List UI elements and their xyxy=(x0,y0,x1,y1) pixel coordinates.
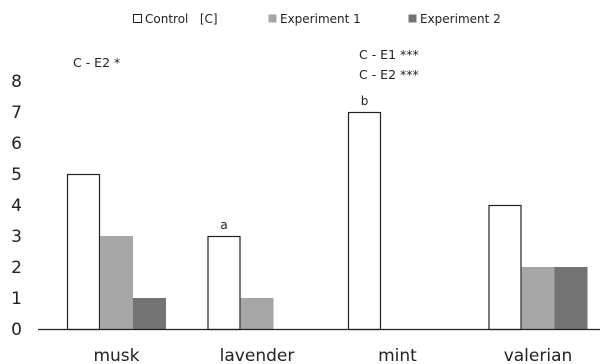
bar-labels: ab xyxy=(220,94,368,232)
category-label: valerian xyxy=(504,346,573,364)
bar-lavender-control-c xyxy=(207,235,241,331)
bar-letter-label: b xyxy=(361,94,369,108)
significance-annotation: C - E2 * xyxy=(73,55,120,70)
y-tick-label: 6 xyxy=(11,134,22,154)
bar-musk-control-c xyxy=(66,173,101,331)
legend-swatch xyxy=(133,14,142,23)
y-tick-label: 4 xyxy=(11,196,22,216)
bar-lavender-experiment-1 xyxy=(240,298,274,329)
legend: Control [C] Experiment 1 Experiment 2 xyxy=(133,12,501,26)
category-label: mint xyxy=(378,346,417,364)
bar-mint-control-c xyxy=(347,111,382,331)
legend-swatch xyxy=(408,14,417,23)
bar-valerian-experiment-1 xyxy=(521,267,555,329)
bars xyxy=(66,111,588,331)
category-label: lavender xyxy=(220,346,295,364)
y-tick-label: 7 xyxy=(11,103,22,123)
bar-valerian-experiment-2 xyxy=(554,267,588,329)
category-label: musk xyxy=(93,346,139,364)
annotations: C - E2 * C - E1 *** C - E2 *** xyxy=(73,47,419,82)
y-tick-label: 1 xyxy=(11,289,22,309)
legend-swatch xyxy=(268,14,277,23)
y-axis: 0 1 2 3 4 5 6 7 8 xyxy=(11,72,22,340)
bar-musk-experiment-1 xyxy=(100,236,133,329)
y-tick-label: 3 xyxy=(11,227,22,247)
y-tick-label: 0 xyxy=(11,320,22,340)
y-tick-label: 2 xyxy=(11,258,22,278)
y-tick-label: 5 xyxy=(11,165,22,185)
x-axis: musk lavender mint valerian xyxy=(38,328,600,364)
legend-label: Control [C] xyxy=(145,12,218,26)
significance-annotation: C - E1 *** xyxy=(359,47,419,62)
legend-label: Experiment 1 xyxy=(280,12,361,26)
legend-label: Experiment 2 xyxy=(420,12,501,26)
bar-valerian-control-c xyxy=(488,204,522,331)
y-tick-label: 8 xyxy=(11,72,22,92)
significance-annotation: C - E2 *** xyxy=(359,67,419,82)
bar-letter-label: a xyxy=(220,218,227,232)
bar-musk-experiment-2 xyxy=(133,298,166,329)
